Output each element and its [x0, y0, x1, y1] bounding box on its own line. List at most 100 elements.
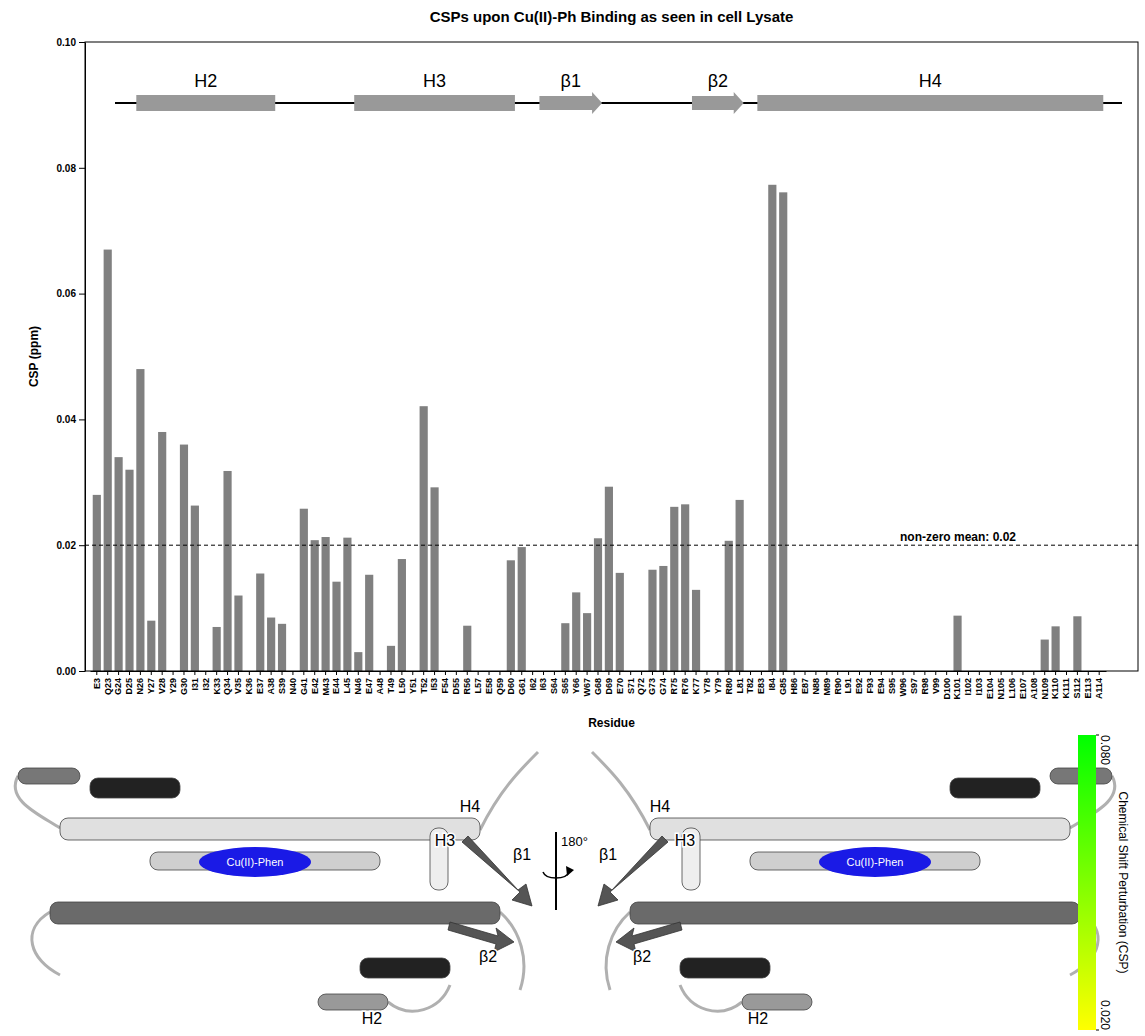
loop — [500, 912, 524, 990]
x-tick-label: W96 — [898, 678, 908, 697]
x-tick: E42 — [310, 671, 320, 694]
x-tick-label: Q59 — [495, 678, 505, 695]
x-tick: V35 — [233, 671, 243, 694]
structure-view — [592, 752, 1115, 1011]
bar — [1052, 626, 1060, 671]
colorbar-tick-label: 0.080 — [1098, 735, 1112, 765]
x-tick: I63 — [538, 671, 548, 691]
x-tick-mark — [510, 671, 511, 675]
x-tick-mark — [957, 671, 958, 675]
x-tick-label: K33 — [212, 678, 222, 695]
bar — [463, 626, 471, 671]
ligand — [819, 847, 931, 877]
bar — [278, 624, 286, 671]
x-tick-label: E37 — [255, 678, 265, 694]
bar — [768, 185, 776, 671]
x-tick-label: I53 — [429, 678, 439, 691]
x-tick-mark — [129, 671, 130, 675]
x-tick-label: T82 — [745, 678, 755, 694]
y-axis-title: CSP (ppm) — [27, 326, 41, 387]
x-tick-label: E42 — [310, 678, 320, 694]
x-tick: L50 — [397, 671, 407, 694]
x-tick-label: S39 — [277, 678, 287, 694]
x-tick-label: I84 — [767, 678, 777, 691]
x-tick-label: Y79 — [713, 678, 723, 694]
structure-label: β2 — [633, 948, 651, 965]
x-tick-label: K36 — [244, 678, 254, 695]
plot-frame — [85, 42, 1138, 671]
bar — [692, 590, 700, 671]
x-tick-label: G24 — [113, 678, 123, 695]
x-tick: L81 — [735, 671, 745, 694]
ss-label: H3 — [423, 71, 446, 91]
x-tick-mark — [554, 671, 555, 675]
x-tick-label: L81 — [735, 678, 745, 694]
ligand-label: Cu(II)-Phen — [227, 856, 284, 868]
helix — [318, 994, 388, 1010]
x-tick: Y79 — [713, 671, 723, 694]
bar — [572, 592, 580, 671]
x-tick: E107 — [1018, 671, 1028, 699]
x-tick-mark — [238, 671, 239, 675]
x-tick: G24 — [113, 671, 123, 695]
x-tick-label: I32 — [201, 678, 211, 691]
x-tick-label: L45 — [342, 678, 352, 694]
x-tick-label: E94 — [876, 678, 886, 694]
x-tick-mark — [608, 671, 609, 675]
x-tick-label: V35 — [233, 678, 243, 694]
x-tick: E37 — [255, 671, 265, 694]
x-tick-mark — [1055, 671, 1056, 675]
helix — [950, 778, 1040, 798]
x-tick-label: G74 — [658, 678, 668, 695]
x-tick-label: T52 — [419, 678, 429, 694]
x-tick: Q23 — [103, 671, 113, 695]
structure-label: H4 — [460, 798, 481, 815]
x-tick: M89 — [822, 671, 832, 696]
x-tick: K101 — [952, 671, 962, 700]
x-tick: G41 — [299, 671, 309, 695]
x-tick-mark — [401, 671, 402, 675]
x-tick-mark — [336, 671, 337, 675]
x-tick-mark — [260, 671, 261, 675]
x-tick-label: R98 — [920, 678, 930, 695]
loop — [606, 912, 630, 990]
bar — [430, 487, 438, 671]
x-tick: F93 — [865, 671, 875, 694]
bar — [191, 506, 199, 671]
bar — [223, 471, 231, 671]
x-tick: E58 — [484, 671, 494, 694]
x-tick-label: G85 — [778, 678, 788, 695]
x-tick: S39 — [277, 671, 287, 694]
x-tick-mark — [1066, 671, 1067, 675]
x-tick: V99 — [931, 671, 941, 694]
x-tick: E92 — [854, 671, 864, 694]
x-tick-mark — [968, 671, 969, 675]
bar — [322, 537, 330, 671]
x-tick: T82 — [745, 671, 755, 694]
x-tick-mark — [358, 671, 359, 675]
x-tick-mark — [576, 671, 577, 675]
x-tick: K36 — [244, 671, 254, 695]
bar — [343, 538, 351, 671]
x-tick-mark — [739, 671, 740, 675]
x-tick-mark — [892, 671, 893, 675]
x-tick-mark — [445, 671, 446, 675]
x-tick: S71 — [626, 671, 636, 694]
y-tick-mark — [79, 294, 85, 295]
ss-strand — [539, 92, 602, 114]
helix — [630, 902, 1080, 924]
x-tick-mark — [369, 671, 370, 675]
x-tick-mark — [641, 671, 642, 675]
bar — [387, 646, 395, 671]
bar — [213, 627, 221, 671]
helix — [18, 768, 80, 784]
x-tick-label: S64 — [549, 678, 559, 694]
x-tick-label: S112 — [1072, 678, 1082, 699]
x-tick: D100 — [942, 671, 952, 700]
bar — [147, 621, 155, 671]
x-tick: Q34 — [222, 671, 232, 695]
structure-label: H3 — [435, 832, 456, 849]
x-tick: I103 — [974, 671, 984, 696]
x-tick: W67 — [582, 671, 592, 697]
x-tick-mark — [532, 671, 533, 675]
